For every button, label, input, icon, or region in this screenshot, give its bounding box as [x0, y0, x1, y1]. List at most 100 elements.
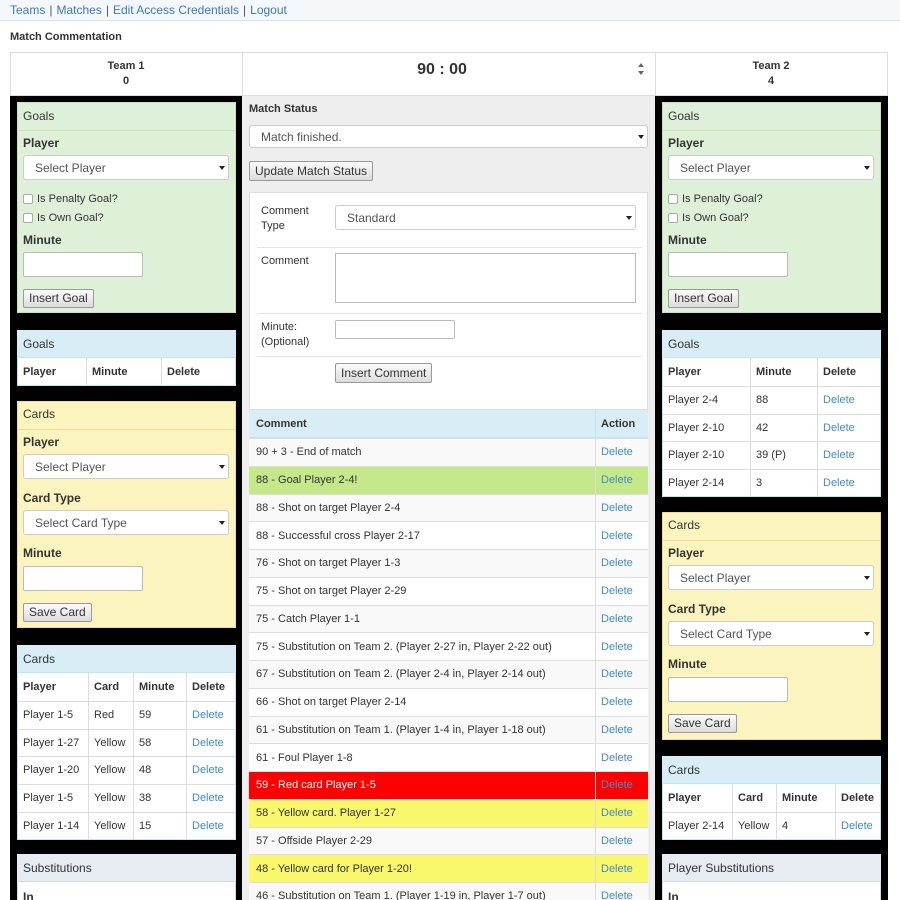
text-input[interactable] — [335, 320, 455, 339]
delete-link[interactable]: Delete — [601, 474, 633, 487]
column-divider — [595, 410, 596, 438]
nav: Teams | Matches | Edit Access Credentials | Lo… — [10, 0, 287, 20]
delete-link[interactable]: Delete — [192, 736, 224, 749]
caret — [219, 520, 225, 525]
comment-row — [249, 854, 648, 882]
panel-title: Cards — [668, 518, 701, 532]
nav-link[interactable]: Edit Access Credentials — [112, 3, 240, 17]
textarea[interactable] — [335, 253, 636, 303]
caret — [219, 464, 225, 469]
spinner-down[interactable] — [638, 71, 644, 75]
text-input[interactable] — [668, 252, 788, 277]
column-header: Delete — [167, 366, 201, 378]
table-cell: 88 — [756, 393, 769, 406]
table-cell: Player 1-14 — [23, 819, 80, 832]
column-header: Card — [738, 792, 764, 804]
checkbox[interactable] — [668, 194, 678, 204]
row-divider — [662, 812, 881, 813]
delete-link[interactable]: Delete — [823, 393, 855, 406]
text-input[interactable] — [668, 677, 788, 702]
select[interactable] — [668, 621, 874, 646]
select-value: Select Player — [35, 160, 106, 175]
spinner-up[interactable] — [638, 63, 644, 67]
delete-link[interactable]: Delete — [601, 557, 633, 570]
column-header: Card — [94, 681, 120, 693]
select[interactable] — [668, 155, 874, 180]
select-value: Select Player — [680, 160, 751, 175]
delete-link[interactable]: Delete — [601, 612, 633, 625]
select[interactable] — [23, 155, 229, 180]
table-cell: Player 1-27 — [23, 736, 80, 749]
panel-title: Substitutions — [23, 861, 92, 875]
form-divider — [257, 247, 642, 248]
checkbox-label: Is Penalty Goal? — [37, 193, 118, 205]
select[interactable] — [668, 565, 874, 590]
comment-row — [249, 743, 648, 771]
select[interactable] — [23, 510, 229, 535]
delete-link[interactable]: Delete — [601, 779, 633, 792]
column-divider — [595, 465, 596, 494]
column-header: In — [23, 890, 34, 900]
nav-link[interactable]: Matches — [56, 3, 102, 17]
delete-link[interactable]: Delete — [192, 708, 224, 721]
delete-link[interactable]: Delete — [601, 446, 633, 459]
select[interactable] — [23, 454, 229, 479]
table-cell: 42 — [756, 421, 769, 434]
comment-text: 61 - Foul Player 1-8 — [256, 751, 353, 764]
delete-link[interactable]: Delete — [601, 890, 633, 900]
delete-link[interactable]: Delete — [192, 764, 224, 777]
panel-title: Goals — [668, 109, 700, 123]
field-label: Minute — [23, 233, 62, 247]
delete-link[interactable]: Delete — [192, 819, 224, 832]
delete-link[interactable]: Delete — [601, 501, 633, 514]
select[interactable] — [335, 205, 636, 230]
column-divider — [595, 604, 596, 633]
delete-link[interactable]: Delete — [823, 449, 855, 462]
comment-row — [249, 493, 648, 522]
delete-link[interactable]: Delete — [823, 476, 855, 489]
delete-link[interactable]: Delete — [601, 668, 633, 681]
delete-link[interactable]: Delete — [601, 529, 633, 542]
delete-link[interactable]: Delete — [601, 640, 633, 653]
delete-link[interactable]: Delete — [601, 862, 633, 875]
column-divider — [595, 826, 596, 855]
button[interactable]: Save Card — [668, 714, 737, 733]
delete-link[interactable]: Delete — [601, 807, 633, 820]
comment-text: 75 - Shot on target Player 2-29 — [256, 585, 407, 598]
table-cell: Player 2-10 — [668, 449, 725, 462]
button[interactable]: Insert Goal — [668, 289, 739, 308]
column-divider — [595, 771, 596, 799]
table-cell: Player 1-5 — [23, 791, 74, 804]
caret — [864, 165, 870, 170]
comment-row — [249, 576, 648, 605]
comment-row — [249, 882, 648, 900]
delete-link[interactable]: Delete — [601, 696, 633, 709]
delete-link[interactable]: Delete — [601, 723, 633, 736]
nav-link[interactable]: Logout — [250, 3, 287, 17]
column-divider — [595, 798, 596, 827]
column-divider — [835, 784, 836, 840]
checkbox[interactable] — [23, 194, 33, 204]
checkbox[interactable] — [23, 213, 33, 223]
caret — [638, 134, 644, 139]
text-input[interactable] — [23, 566, 143, 591]
select[interactable] — [249, 125, 648, 148]
table-cell: Yellow — [94, 736, 126, 749]
delete-link[interactable]: Delete — [823, 421, 855, 434]
comment-text: 59 - Red card Player 1-5 — [256, 779, 376, 792]
column-header: Minute — [139, 681, 175, 693]
text-input[interactable] — [23, 252, 143, 277]
table-cell: Player 2-14 — [668, 819, 725, 832]
delete-link[interactable]: Delete — [841, 819, 873, 832]
delete-link[interactable]: Delete — [192, 791, 224, 804]
nav-link[interactable]: Teams — [10, 3, 46, 17]
delete-link[interactable]: Delete — [601, 834, 633, 847]
checkbox[interactable] — [668, 213, 678, 223]
button[interactable]: Save Card — [23, 603, 92, 622]
column-divider — [133, 673, 134, 840]
button[interactable]: Update Match Status — [249, 161, 374, 181]
button[interactable]: Insert Comment — [335, 363, 433, 383]
button[interactable]: Insert Goal — [23, 289, 94, 308]
delete-link[interactable]: Delete — [601, 585, 633, 598]
delete-link[interactable]: Delete — [601, 751, 633, 764]
